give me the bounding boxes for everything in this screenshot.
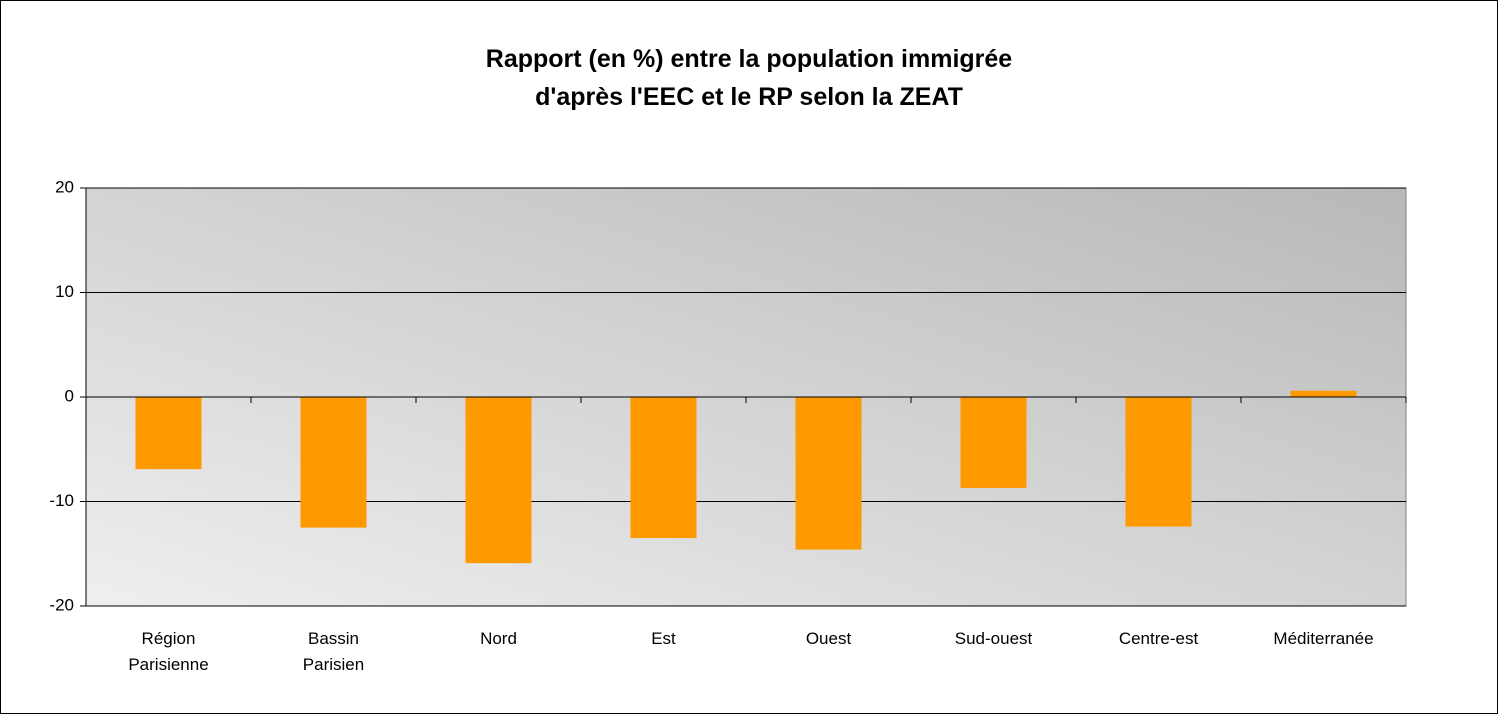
- y-tick-label: 20: [55, 177, 74, 196]
- y-tick-label: 10: [55, 282, 74, 301]
- bar: [1290, 390, 1357, 397]
- x-tick-label: Est: [651, 629, 676, 648]
- bar: [135, 397, 202, 470]
- y-tick-label: 0: [65, 386, 74, 405]
- bar: [465, 397, 532, 564]
- chart-title: Rapport (en %) entre la population immig…: [485, 45, 1013, 111]
- y-tick-label: -20: [49, 595, 74, 614]
- bar: [300, 397, 367, 528]
- x-tick-label: Ouest: [805, 629, 852, 648]
- x-tick-label: Sud-ouest: [954, 629, 1033, 648]
- bar: [960, 397, 1027, 488]
- bar: [795, 397, 862, 550]
- x-tick-label: Méditerranée: [1273, 629, 1374, 648]
- x-tick-label: Nord: [480, 629, 517, 648]
- y-tick-label: -10: [49, 491, 74, 510]
- x-tick-label: Bassin Parisien: [302, 629, 365, 674]
- bar: [630, 397, 697, 539]
- bar: [1125, 397, 1192, 527]
- x-tick-label: Région Parisienne: [128, 629, 209, 674]
- x-tick-label: Centre-est: [1118, 629, 1199, 648]
